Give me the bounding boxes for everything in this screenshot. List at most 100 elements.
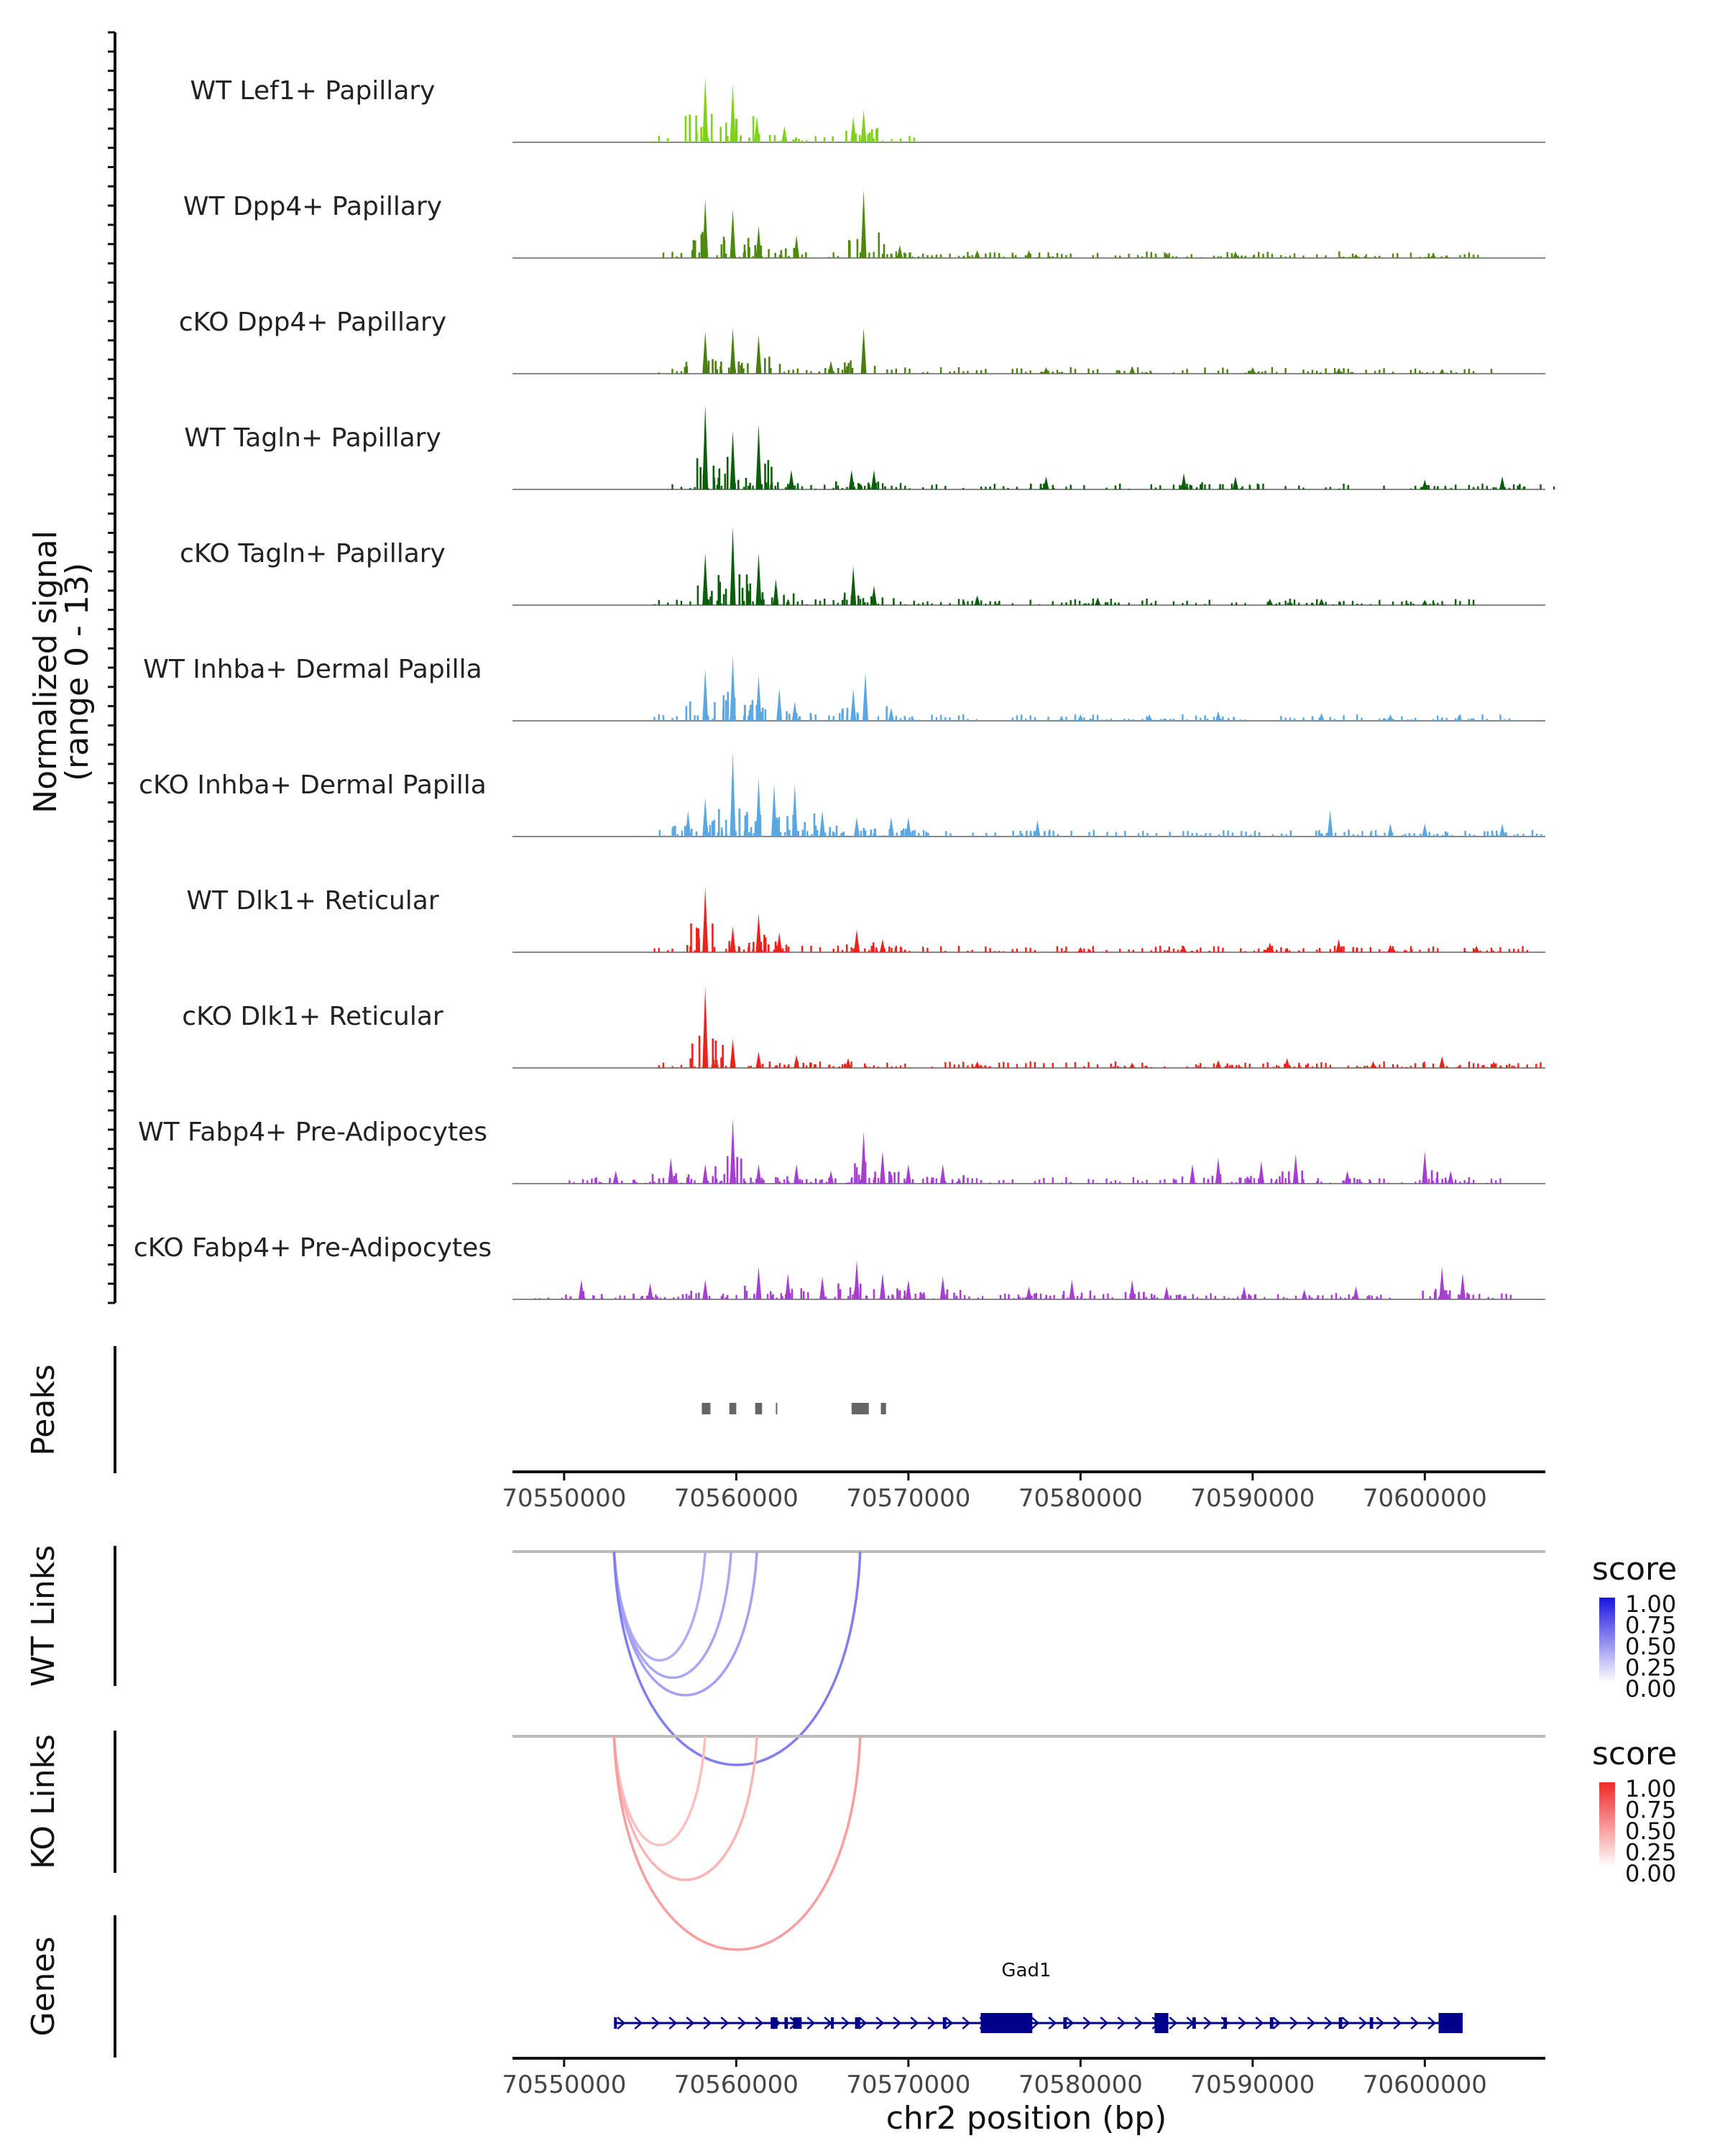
signal-shoulder-bar — [1274, 1181, 1277, 1184]
signal-noise-bar — [1092, 946, 1095, 952]
signal-shoulder-bar — [784, 139, 786, 142]
signal-noise-bar — [1150, 1067, 1152, 1068]
signal-shoulder-bar — [1248, 1294, 1251, 1299]
signal-peak — [828, 1170, 834, 1184]
signal-noise-bar — [1379, 369, 1381, 374]
signal-noise-bar — [1477, 1063, 1479, 1068]
signal-noise-bar — [1379, 949, 1381, 952]
signal-shoulder-bar — [1275, 603, 1277, 605]
signal-noise-bar — [899, 1065, 902, 1068]
track-label: cKO Tagln+ Papillary — [180, 539, 446, 568]
peak-range — [776, 1403, 778, 1414]
signal-noise-bar — [1141, 1181, 1144, 1184]
signal-shoulder-bar — [1149, 370, 1151, 374]
signal-shoulder-bar — [854, 1163, 856, 1184]
signal-noise-bar — [963, 1295, 966, 1299]
signal-shoulder-bar — [1435, 1178, 1438, 1184]
signal-shoulder-bar — [696, 458, 699, 489]
signal-shoulder-bar — [1039, 484, 1042, 489]
signal-shoulder-bar — [1305, 1064, 1307, 1068]
signal-shoulder-bar — [754, 245, 756, 258]
signal-peak — [1129, 1279, 1136, 1299]
signal-shoulder-bar — [980, 1064, 982, 1068]
signal-shoulder-bar — [853, 487, 856, 489]
signal-shoulder-bar — [786, 1176, 788, 1184]
signal-shoulder-bar — [1340, 946, 1343, 952]
signal-noise-bar — [1118, 949, 1121, 952]
signal-shoulder-bar — [770, 597, 773, 605]
signal-shoulder-bar — [781, 1296, 783, 1299]
signal-noise-bar — [708, 832, 710, 837]
signal-shoulder-bar — [838, 713, 841, 721]
signal-noise-bar — [1333, 368, 1336, 374]
signal-shoulder-bar — [902, 828, 905, 837]
signal-noise-bar — [796, 368, 799, 374]
signal-noise-bar — [850, 1061, 852, 1068]
signal-shoulder-bar — [1271, 604, 1273, 605]
signal-noise-bar — [1280, 716, 1282, 721]
gene-strand-arrow — [686, 2017, 695, 2030]
signal-noise-bar — [1146, 1179, 1148, 1184]
signal-noise-bar — [864, 1063, 866, 1068]
signal-noise-bar — [846, 487, 848, 489]
signal-noise-bar — [1056, 252, 1059, 258]
signal-shoulder-bar — [1119, 1067, 1121, 1068]
signal-noise-bar — [1438, 1296, 1440, 1299]
signal-shoulder-bar — [959, 1289, 962, 1299]
signal-noise-bar — [957, 1178, 960, 1184]
track-label: cKO Fabp4+ Pre-Adipocytes — [134, 1233, 492, 1263]
signal-noise-bar — [1379, 1178, 1381, 1184]
signal-shoulder-bar — [1018, 1296, 1021, 1299]
signal-noise-bar — [931, 1177, 933, 1184]
signal-shoulder-bar — [1011, 256, 1014, 258]
signal-shoulder-bar — [1052, 487, 1055, 489]
signal-shoulder-bar — [698, 938, 700, 952]
signal-shoulder-bar — [748, 137, 750, 142]
signal-shoulder-bar — [794, 485, 796, 489]
signal-peak — [1164, 1286, 1170, 1299]
signal-shoulder-bar — [893, 598, 895, 605]
signal-noise-bar — [681, 1294, 684, 1299]
signal-noise-bar — [1459, 255, 1461, 258]
signal-shoulder-bar — [1154, 719, 1156, 721]
signal-noise-bar — [1240, 1177, 1242, 1184]
signal-noise-bar — [1164, 1066, 1166, 1068]
signal-noise-bar — [1343, 368, 1345, 374]
signal-noise-bar — [760, 484, 763, 489]
signal-peak — [702, 887, 709, 952]
signal-noise-bar — [1052, 256, 1054, 258]
signal-shoulder-bar — [707, 360, 710, 374]
signal-noise-bar — [1468, 252, 1471, 258]
signal-noise-bar — [671, 484, 673, 489]
signal-shoulder-bar — [740, 1161, 742, 1184]
signal-peak — [879, 1273, 886, 1299]
signal-shoulder-bar — [711, 1064, 714, 1068]
signal-shoulder-bar — [651, 1174, 654, 1184]
signal-noise-bar — [1003, 1179, 1005, 1184]
signal-noise-bar — [707, 488, 709, 489]
signal-noise-bar — [962, 1061, 965, 1068]
signal-noise-bar — [1204, 1067, 1206, 1068]
signal-noise-bar — [967, 719, 969, 721]
signal-shoulder-bar — [903, 950, 906, 952]
signal-shoulder-bar — [792, 816, 795, 837]
signal-noise-bar — [1070, 599, 1072, 605]
signal-noise-bar — [1445, 718, 1448, 721]
signal-shoulder-bar — [711, 591, 713, 605]
signal-peak — [1491, 1061, 1497, 1068]
signal-shoulder-bar — [1085, 603, 1087, 605]
signal-noise-bar — [1092, 1179, 1095, 1184]
signal-shoulder-bar — [1059, 717, 1062, 721]
signal-shoulder-bar — [690, 1179, 693, 1184]
signal-noise-bar — [1427, 948, 1430, 952]
signal-noise-bar — [939, 946, 942, 952]
peaks-x-tick-label: 70560000 — [674, 1484, 799, 1513]
signal-noise-bar — [1105, 487, 1108, 489]
signal-noise-bar — [717, 832, 719, 837]
signal-noise-bar — [1016, 835, 1019, 837]
signal-noise-bar — [1087, 368, 1090, 374]
signal-shoulder-bar — [796, 250, 798, 258]
signal-noise-bar — [1128, 719, 1130, 721]
signal-shoulder-bar — [1422, 1063, 1425, 1068]
signal-shoulder-bar — [691, 829, 693, 837]
